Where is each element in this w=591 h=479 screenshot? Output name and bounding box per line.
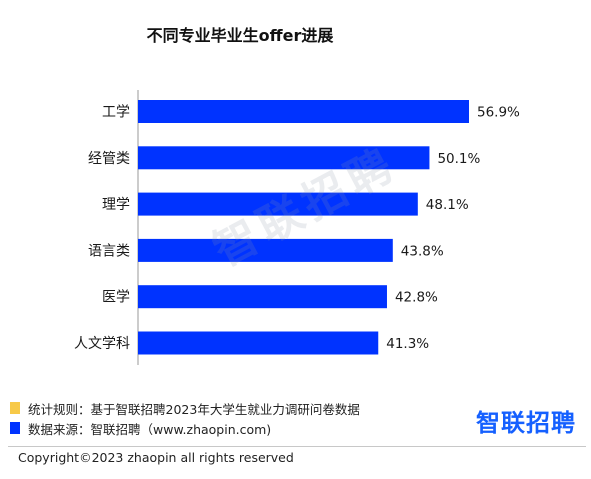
footer-divider bbox=[8, 446, 586, 447]
chart-title: 不同专业毕业生offer进展 bbox=[146, 26, 334, 45]
value-label: 50.1% bbox=[437, 151, 480, 167]
bar bbox=[138, 192, 418, 216]
note-text: 基于智联招聘2023年大学生就业力调研问卷数据 bbox=[90, 401, 360, 417]
note-text: 智联招聘（www.zhaopin.com) bbox=[90, 421, 272, 437]
zhaopin-logo: 智联招聘 bbox=[476, 409, 576, 437]
value-label: 56.9% bbox=[477, 105, 520, 121]
note-swatch-yellow bbox=[10, 402, 20, 414]
bar bbox=[138, 146, 430, 170]
value-label: 48.1% bbox=[426, 197, 469, 213]
notes-section: 统计规则： 基于智联招聘2023年大学生就业力调研问卷数据 数据来源： 智联招聘… bbox=[10, 398, 360, 438]
category-label: 理学 bbox=[102, 197, 130, 213]
category-label: 工学 bbox=[102, 105, 130, 121]
value-label: 43.8% bbox=[401, 243, 444, 259]
category-label: 经管类 bbox=[88, 151, 130, 167]
value-label: 42.8% bbox=[395, 290, 438, 306]
bar bbox=[138, 100, 469, 123]
bar bbox=[138, 331, 379, 355]
note-swatch-blue bbox=[10, 422, 20, 434]
note-statistics-rule: 统计规则： 基于智联招聘2023年大学生就业力调研问卷数据 bbox=[10, 398, 360, 418]
note-data-source: 数据来源： 智联招聘（www.zhaopin.com) bbox=[10, 418, 360, 438]
value-label: 41.3% bbox=[386, 336, 429, 352]
category-label: 语言类 bbox=[88, 243, 130, 259]
category-label: 人文学科 bbox=[74, 336, 130, 352]
bar bbox=[138, 238, 393, 262]
category-label: 医学 bbox=[102, 290, 130, 306]
bar bbox=[138, 285, 387, 309]
bar-chart: 工学 56.9% 经管类 50.1% 理学 48.1% 语言类 43.8% 医学 42.8% 人文学… bbox=[74, 90, 520, 365]
note-label: 统计规则： bbox=[28, 401, 91, 417]
note-label: 数据来源： bbox=[28, 421, 91, 437]
copyright-text: Copyright©2023 zhaopin all rights reserv… bbox=[18, 450, 294, 465]
